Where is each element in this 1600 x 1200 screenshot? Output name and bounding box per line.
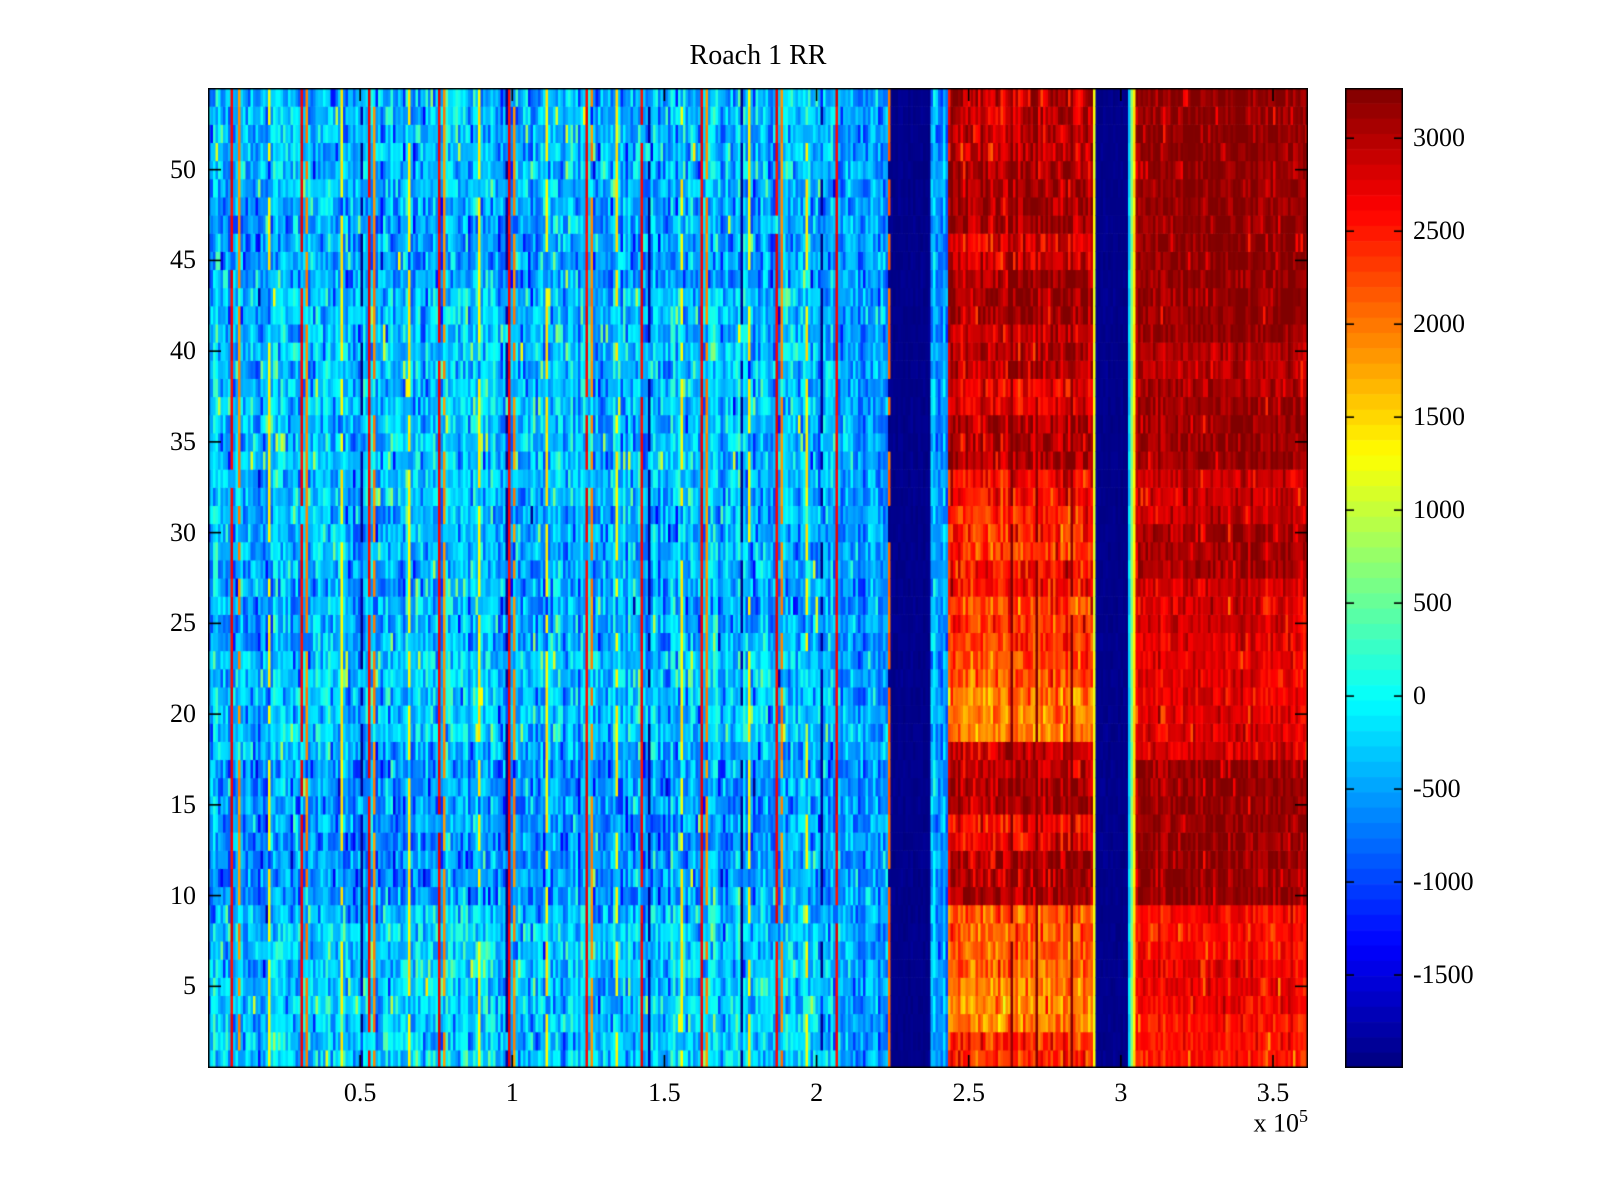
y-tick-label: 45: [170, 245, 196, 275]
x-tick-label: 1.5: [648, 1078, 681, 1107]
y-tick-label: 50: [170, 154, 196, 184]
y-tick-label: 25: [170, 608, 196, 638]
colorbar-tick-label: 0: [1413, 681, 1426, 711]
x-tick-label: 3.5: [1256, 1078, 1290, 1107]
x-tick-label: 3: [1114, 1078, 1128, 1107]
x-tick-label: 0.5: [343, 1078, 377, 1107]
colorbar-tick-label: 2000: [1413, 309, 1465, 339]
x-tick-label: 2: [810, 1078, 824, 1107]
x-tick-label: 1: [505, 1078, 519, 1107]
y-tick-label: 35: [170, 426, 196, 456]
colorbar-tick-label: -1000: [1413, 867, 1474, 897]
colorbar-tick-label: 3000: [1413, 123, 1465, 153]
x-axis-exponent-value: 5: [1299, 1106, 1308, 1126]
y-tick-label: 30: [170, 517, 196, 547]
colorbar-tick-label: -500: [1413, 774, 1461, 804]
y-tick-label: 20: [170, 699, 196, 729]
colorbar-tick-label: 1500: [1413, 402, 1465, 432]
x-axis-exponent-label: x 105: [1200, 1106, 1309, 1139]
x-axis-exponent-prefix: x 10: [1253, 1108, 1300, 1138]
heatmap-plot-area: [208, 88, 1308, 1068]
y-tick-label: 15: [170, 789, 196, 819]
chart-title: Roach 1 RR: [689, 40, 827, 71]
x-tick-label: 2.5: [952, 1078, 985, 1107]
colorbar-tick-label: 1000: [1413, 495, 1465, 525]
y-tick-label: 40: [170, 336, 196, 366]
colorbar-tick-label: 2500: [1413, 216, 1465, 246]
y-tick-label: 5: [183, 971, 196, 1001]
y-tick-label: 10: [170, 880, 196, 910]
colorbar-tick-label: 500: [1413, 588, 1452, 618]
colorbar-tick-label: -1500: [1413, 960, 1474, 990]
colorbar: [1345, 88, 1403, 1068]
